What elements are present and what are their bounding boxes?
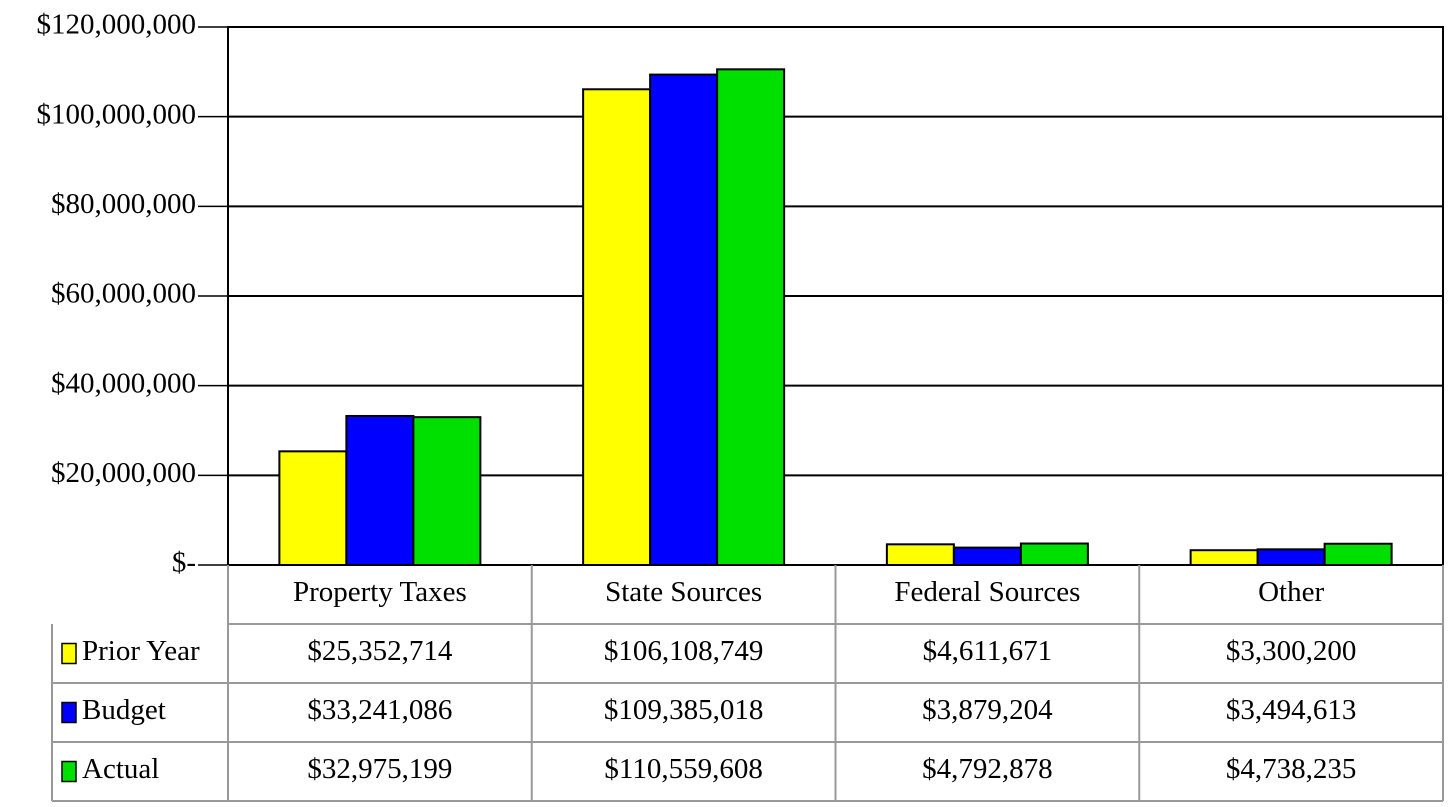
bar — [885, 543, 955, 566]
bar — [412, 416, 482, 566]
bar — [345, 414, 415, 566]
legend-label: Budget — [82, 694, 166, 726]
legend-swatch — [61, 760, 77, 783]
table-cell: $4,738,235 — [1226, 753, 1357, 785]
y-tick-label: $60,000,000 — [51, 278, 196, 310]
x-tick-label: Federal Sources — [894, 576, 1080, 608]
bar — [278, 450, 348, 566]
y-tick-label: $20,000,000 — [51, 457, 196, 489]
x-tick-label: Other — [1258, 576, 1324, 608]
bar — [1256, 548, 1326, 566]
legend-label: Actual — [82, 753, 159, 785]
legend-label: Prior Year — [82, 635, 200, 667]
table-cell: $4,792,878 — [922, 753, 1053, 785]
x-tick-label: Property Taxes — [293, 576, 467, 608]
y-tick-label: $100,000,000 — [37, 98, 197, 130]
y-tick-label: $40,000,000 — [51, 367, 196, 399]
bar — [582, 88, 652, 566]
bar — [1323, 542, 1393, 566]
bar — [1189, 549, 1259, 566]
bar — [952, 546, 1022, 566]
x-tick-label: State Sources — [605, 576, 762, 608]
table-cell: $3,494,613 — [1226, 694, 1357, 726]
table-cell: $32,975,199 — [307, 753, 452, 785]
y-tick-label: $80,000,000 — [51, 188, 196, 220]
legend-swatch — [61, 701, 77, 724]
bar — [1019, 542, 1089, 566]
table-cell: $109,385,018 — [604, 694, 764, 726]
y-tick-label: $- — [172, 547, 196, 579]
table-cell: $33,241,086 — [307, 694, 452, 726]
table-cell: $110,559,608 — [604, 753, 762, 785]
table-cell: $3,879,204 — [922, 694, 1053, 726]
y-tick-label: $120,000,000 — [37, 9, 197, 41]
table-cell: $4,611,671 — [923, 635, 1052, 667]
table-cell: $3,300,200 — [1226, 635, 1357, 667]
bar — [716, 68, 786, 566]
table-cell: $106,108,749 — [604, 635, 764, 667]
bar — [649, 73, 719, 566]
table-cell: $25,352,714 — [307, 635, 453, 667]
legend-swatch — [61, 642, 77, 665]
